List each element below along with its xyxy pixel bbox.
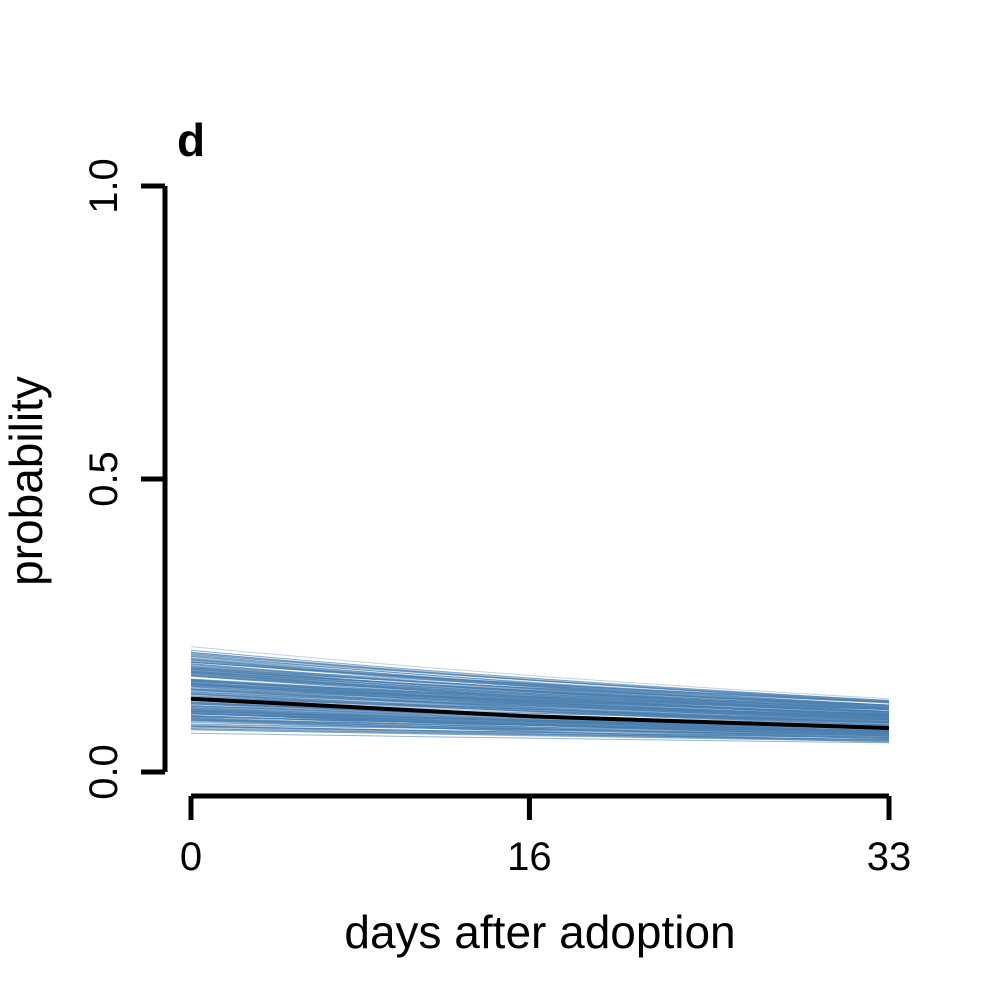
posterior-draw-line [190, 680, 890, 711]
posterior-draw-line [190, 682, 890, 718]
y-tick-label: 1.0 [82, 158, 126, 214]
posterior-draw-line [190, 672, 890, 709]
posterior-draw-line [190, 651, 890, 703]
posterior-draw-line [190, 653, 890, 703]
mean-line [190, 696, 890, 730]
posterior-draw-line [190, 661, 890, 703]
posterior-draw-line [190, 649, 890, 701]
posterior-draw-line [190, 666, 890, 713]
panel-label: d [177, 114, 205, 166]
y-axis-title: probability [0, 376, 52, 586]
posterior-draw-line [190, 693, 890, 724]
posterior-draw-line [190, 729, 890, 742]
posterior-draw-line [190, 732, 890, 744]
posterior-draw-line [190, 651, 890, 702]
y-ticks: 0.0 0.5 1.0 [82, 158, 165, 800]
x-tick-label: 0 [180, 835, 202, 879]
posterior-draw-line [190, 684, 890, 721]
posterior-draw-line [190, 729, 890, 741]
posterior-draw-line [190, 726, 890, 738]
posterior-draw-line [190, 674, 890, 714]
posterior-draw-line [190, 673, 890, 713]
x-tick-label: 33 [867, 835, 912, 879]
posterior-draw-line [190, 657, 890, 706]
x-axis-title: days after adoption [344, 906, 735, 958]
posterior-draw-line [190, 717, 890, 736]
posterior-draw-line [190, 667, 890, 706]
posterior-draw-line [190, 683, 890, 719]
posterior-draw-line [190, 685, 890, 721]
posterior-draw-line [190, 675, 890, 712]
posterior-draw-line [190, 726, 890, 742]
posterior-draw-line [190, 709, 890, 732]
y-tick-label: 0.5 [82, 451, 126, 507]
posterior-draw-line [190, 720, 890, 739]
posterior-draw-line [190, 712, 890, 734]
x-ticks: 0 16 33 [180, 796, 911, 879]
posterior-draw-line [190, 675, 890, 710]
posterior-draws [190, 646, 890, 744]
posterior-draw-line [190, 718, 890, 738]
x-tick-label: 16 [507, 835, 552, 879]
posterior-draw-line [190, 728, 890, 740]
y-tick-label: 0.0 [82, 744, 126, 800]
posterior-draw-line [190, 646, 890, 700]
posterior-draw-line [190, 670, 890, 708]
posterior-draw-line [190, 695, 890, 724]
